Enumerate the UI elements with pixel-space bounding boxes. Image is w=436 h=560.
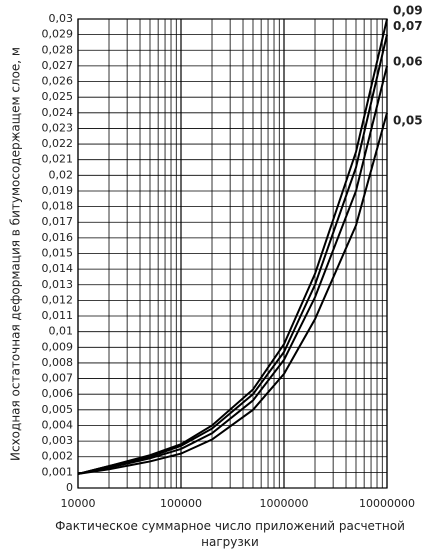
y-tick-label: 0,02 <box>49 168 74 181</box>
line <box>77 112 388 475</box>
y-tick-label: 0,025 <box>42 90 74 103</box>
x-tick-label: 100000 <box>160 497 202 510</box>
x-tick-label: 10000 <box>61 497 96 510</box>
y-tick-label: 0,019 <box>42 184 74 197</box>
y-axis-label: Исходная остаточная деформация в битумос… <box>9 47 23 461</box>
y-tick-label: 0,008 <box>42 356 74 369</box>
y-tick-label: 0,03 <box>49 12 74 25</box>
y-tick-label: 0,021 <box>42 153 74 166</box>
y-tick-label: 0,004 <box>42 418 74 431</box>
series-label: 0,07 <box>393 19 423 33</box>
y-tick-label: 0,024 <box>42 106 74 119</box>
line <box>77 34 388 475</box>
y-tick-label: 0,018 <box>42 200 74 213</box>
y-tick-label: 0,001 <box>42 465 74 478</box>
y-tick-label: 0,027 <box>42 59 74 72</box>
x-tick-label: 10000000 <box>359 497 415 510</box>
y-tick-label: 0,007 <box>42 372 74 385</box>
y-tick-label: 0,017 <box>42 215 74 228</box>
y-tick-label: 0,014 <box>42 262 74 275</box>
y-tick-label: 0,003 <box>42 434 74 447</box>
series-label: 0,09 <box>393 4 423 18</box>
y-tick-label: 0,002 <box>42 450 74 463</box>
y-tick-label: 0 <box>66 481 73 494</box>
line <box>77 65 388 475</box>
y-tick-label: 0,01 <box>49 325 74 338</box>
series-label: 0,05 <box>393 113 423 127</box>
y-tick-label: 0,006 <box>42 387 74 400</box>
series-label: 0,06 <box>393 54 423 68</box>
y-tick-label: 0,005 <box>42 403 74 416</box>
y-tick-label: 0,009 <box>42 340 74 353</box>
y-tick-label: 0,028 <box>42 43 74 56</box>
line <box>77 18 388 475</box>
x-tick-label: 1000000 <box>260 497 309 510</box>
y-tick-label: 0,012 <box>42 293 74 306</box>
x-axis-label: Фактическое суммарное число приложений р… <box>55 519 405 549</box>
y-tick-label: 0,026 <box>42 75 74 88</box>
y-tick-label: 0,029 <box>42 28 74 41</box>
y-tick-label: 0,016 <box>42 231 74 244</box>
y-tick-label: 0,015 <box>42 247 74 260</box>
y-tick-label: 0,013 <box>42 278 74 291</box>
plot-frame <box>77 18 388 489</box>
y-tick-label: 0,011 <box>42 309 74 322</box>
y-tick-label: 0,022 <box>42 137 74 150</box>
y-tick-label: 0,023 <box>42 121 74 134</box>
